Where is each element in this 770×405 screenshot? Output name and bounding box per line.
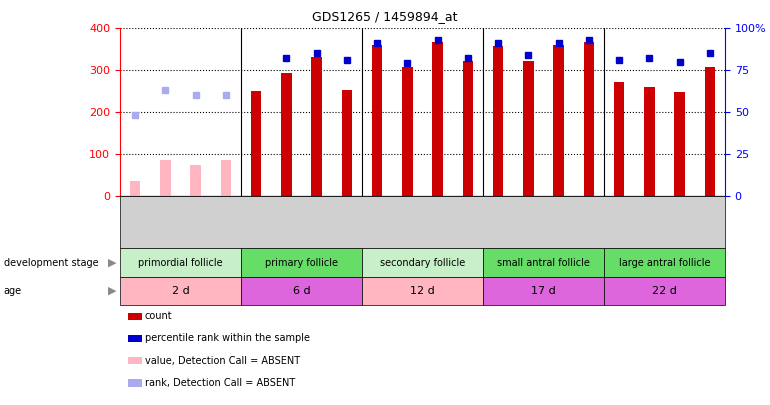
Text: count: count [145, 311, 172, 321]
Bar [402, 67, 413, 196]
Bar [130, 181, 140, 196]
Text: age: age [4, 286, 22, 296]
Text: ▶: ▶ [108, 286, 116, 296]
Bar [554, 45, 564, 196]
Text: ▶: ▶ [108, 258, 116, 267]
Text: primary follicle: primary follicle [265, 258, 338, 267]
Bar [281, 73, 292, 196]
Bar [372, 45, 383, 196]
Text: large antral follicle: large antral follicle [619, 258, 710, 267]
Bar [342, 90, 352, 196]
Text: 22 d: 22 d [652, 286, 677, 296]
Text: primordial follicle: primordial follicle [138, 258, 223, 267]
Bar [251, 91, 262, 196]
Text: value, Detection Call = ABSENT: value, Detection Call = ABSENT [145, 356, 300, 366]
Text: 2 d: 2 d [172, 286, 189, 296]
Text: 12 d: 12 d [410, 286, 435, 296]
Bar [584, 42, 594, 196]
Bar [705, 67, 715, 196]
Bar [614, 82, 624, 196]
Text: rank, Detection Call = ABSENT: rank, Detection Call = ABSENT [145, 378, 295, 388]
Text: GDS1265 / 1459894_at: GDS1265 / 1459894_at [313, 10, 457, 23]
Bar [160, 160, 171, 196]
Text: development stage: development stage [4, 258, 99, 267]
Text: small antral follicle: small antral follicle [497, 258, 590, 267]
Bar [675, 92, 685, 196]
Bar [432, 42, 443, 196]
Text: percentile rank within the sample: percentile rank within the sample [145, 333, 310, 343]
Bar [463, 61, 474, 196]
Bar [523, 61, 534, 196]
Bar [220, 160, 231, 196]
Bar [493, 46, 504, 196]
Text: secondary follicle: secondary follicle [380, 258, 465, 267]
Bar [311, 58, 322, 196]
Text: 17 d: 17 d [531, 286, 556, 296]
Bar [190, 164, 201, 196]
Bar [644, 87, 654, 196]
Text: 6 d: 6 d [293, 286, 310, 296]
